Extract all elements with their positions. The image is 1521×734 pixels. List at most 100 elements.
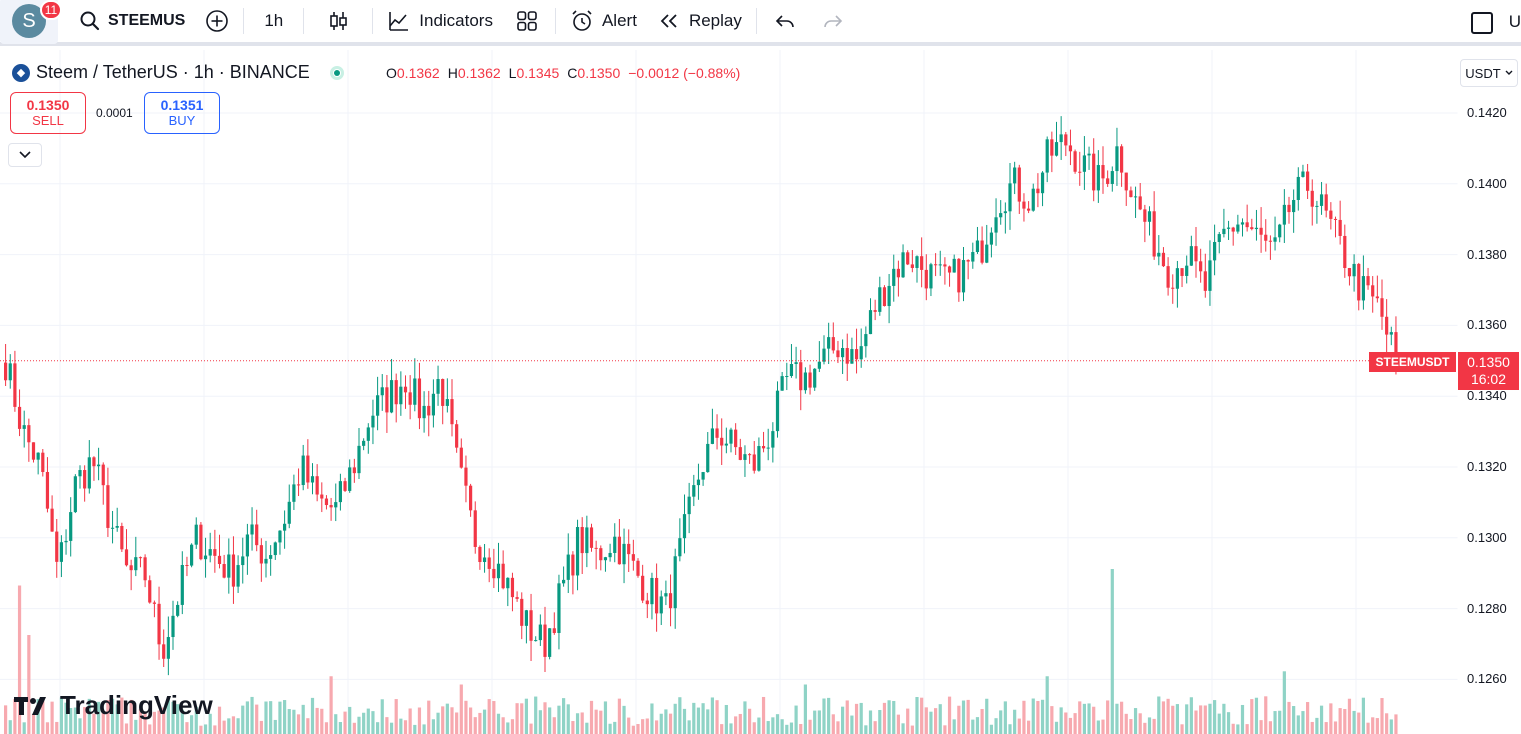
user-menu[interactable]: S 11: [0, 0, 62, 44]
candle-body: [1013, 167, 1017, 184]
candle-body: [748, 454, 752, 456]
compare-button[interactable]: [195, 0, 239, 44]
candle-body: [436, 379, 440, 394]
candle-body: [1292, 199, 1296, 213]
volume-bar: [1296, 715, 1300, 734]
candle-body: [348, 467, 352, 491]
candle-body: [622, 543, 626, 565]
volume-bar: [906, 708, 910, 734]
volume-bar: [399, 718, 403, 734]
change-value: −0.0012 (−0.88%): [628, 65, 741, 81]
volume-bar: [1199, 705, 1203, 734]
candle-body: [645, 600, 649, 605]
volume-bar: [1143, 722, 1147, 734]
volume-bar: [673, 703, 677, 734]
volume-bar: [1175, 704, 1179, 734]
tradingview-logo[interactable]: TradingView: [14, 690, 213, 721]
candle-body: [1036, 188, 1040, 194]
candle-body: [478, 546, 482, 563]
fullscreen-icon[interactable]: [1471, 12, 1493, 34]
volume-bar: [1380, 698, 1384, 734]
candle-body: [715, 428, 719, 438]
volume-bar: [1073, 713, 1077, 734]
toolbar-divider: [243, 8, 245, 34]
volume-bar: [910, 725, 914, 734]
volume-bar: [748, 708, 752, 734]
candle-body: [190, 544, 194, 566]
alert-button[interactable]: Alert: [560, 0, 647, 44]
chart-canvas[interactable]: [0, 50, 1521, 734]
volume-bar: [799, 723, 803, 734]
candle-body: [1319, 194, 1324, 206]
volume-bar: [496, 713, 501, 734]
candle-body: [273, 542, 277, 556]
candle-body: [166, 637, 170, 659]
candle-body: [310, 476, 315, 483]
candle-body: [1017, 167, 1021, 202]
volume-bar: [845, 700, 849, 734]
volume-bar: [482, 709, 487, 734]
undo-button[interactable]: [761, 0, 809, 44]
volume-bar: [236, 718, 240, 734]
candle-body: [1217, 234, 1221, 242]
volume-bar: [827, 697, 831, 734]
candle-body: [799, 362, 803, 391]
volume-bar: [166, 697, 170, 734]
candle-body: [1366, 276, 1370, 286]
candle-body: [882, 287, 887, 307]
volume-bar: [445, 703, 449, 734]
candle-body: [1171, 287, 1175, 289]
volume-bar: [4, 705, 8, 734]
layout-button[interactable]: [503, 0, 551, 44]
candle-body: [775, 390, 780, 432]
volume-bar: [920, 697, 924, 734]
candle-body: [1078, 171, 1082, 173]
volume-bar: [8, 720, 12, 734]
candle-body: [31, 442, 36, 460]
chart-type-button[interactable]: [308, 0, 368, 44]
volume-bar: [1389, 719, 1393, 734]
volume-bar: [413, 724, 417, 734]
notification-badge: 11: [40, 0, 62, 20]
volume-bar: [1268, 721, 1272, 734]
volume-bar: [599, 710, 603, 734]
candle-body: [608, 552, 612, 558]
volume-bar: [124, 723, 129, 734]
volume-bar: [761, 696, 766, 734]
volume-bar: [283, 700, 287, 734]
volume-bar: [1278, 710, 1282, 734]
sell-button[interactable]: 0.1350 SELL: [10, 92, 86, 134]
candle-body: [385, 387, 389, 413]
redo-button[interactable]: [809, 0, 857, 44]
volume-bar: [710, 697, 714, 734]
series-title[interactable]: Steem / TetherUS · 1h · BINANCE: [36, 62, 310, 82]
volume-bar: [961, 700, 966, 734]
candle-body: [1273, 237, 1277, 242]
volume-bar: [473, 717, 477, 734]
high-key: H: [447, 65, 458, 81]
candle-body: [655, 577, 659, 614]
interval-button[interactable]: 1h: [264, 11, 284, 30]
symbol-search-button[interactable]: STEEMUS: [68, 0, 195, 44]
candle-body: [394, 380, 398, 405]
legend-collapse-button[interactable]: [8, 143, 42, 167]
candle-body: [1110, 171, 1114, 184]
currency-select[interactable]: USDT: [1460, 59, 1518, 87]
candle-body: [580, 527, 584, 554]
replay-button[interactable]: Replay: [647, 0, 752, 44]
candle-body: [1250, 227, 1254, 230]
volume-bar: [264, 701, 268, 734]
volume-bar: [408, 708, 412, 734]
toolbar-divider: [755, 8, 757, 34]
candle-body: [1166, 266, 1170, 288]
indicators-button[interactable]: Indicators: [377, 0, 503, 44]
buy-button[interactable]: 0.1351 BUY: [144, 92, 220, 134]
candle-body: [320, 494, 324, 499]
candle-body: [678, 538, 682, 557]
price-axis-tick: 0.1380: [1467, 246, 1507, 262]
series-legend: ◆ Steem / TetherUS · 1h · BINANCE: [12, 62, 344, 83]
volume-bar: [687, 720, 691, 734]
candle-body: [134, 557, 138, 571]
volume-bar: [1171, 705, 1175, 734]
volume-bar: [199, 725, 203, 734]
